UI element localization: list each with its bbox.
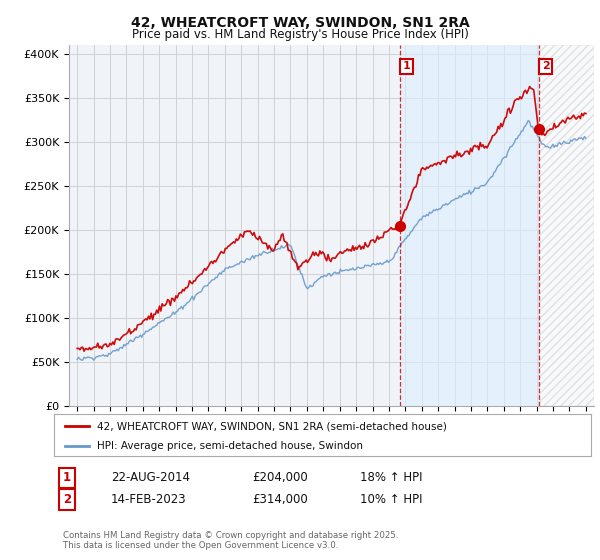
Text: HPI: Average price, semi-detached house, Swindon: HPI: Average price, semi-detached house,… (97, 441, 363, 451)
Text: Price paid vs. HM Land Registry's House Price Index (HPI): Price paid vs. HM Land Registry's House … (131, 28, 469, 41)
Text: 2: 2 (63, 493, 71, 506)
Text: 18% ↑ HPI: 18% ↑ HPI (360, 471, 422, 484)
Bar (539, 45, 594, 406)
Bar (539, 45, 594, 406)
Text: 10% ↑ HPI: 10% ↑ HPI (360, 493, 422, 506)
Text: 42, WHEATCROFT WAY, SWINDON, SN1 2RA: 42, WHEATCROFT WAY, SWINDON, SN1 2RA (131, 16, 469, 30)
Text: 22-AUG-2014: 22-AUG-2014 (111, 471, 190, 484)
Text: Contains HM Land Registry data © Crown copyright and database right 2025.
This d: Contains HM Land Registry data © Crown c… (63, 531, 398, 550)
Text: 14-FEB-2023: 14-FEB-2023 (111, 493, 187, 506)
Text: 1: 1 (403, 62, 410, 72)
Text: £204,000: £204,000 (252, 471, 308, 484)
Text: £314,000: £314,000 (252, 493, 308, 506)
Text: 42, WHEATCROFT WAY, SWINDON, SN1 2RA (semi-detached house): 42, WHEATCROFT WAY, SWINDON, SN1 2RA (se… (97, 421, 447, 431)
Text: 2: 2 (542, 62, 550, 72)
Text: 1: 1 (63, 471, 71, 484)
Bar (400, 45, 539, 406)
